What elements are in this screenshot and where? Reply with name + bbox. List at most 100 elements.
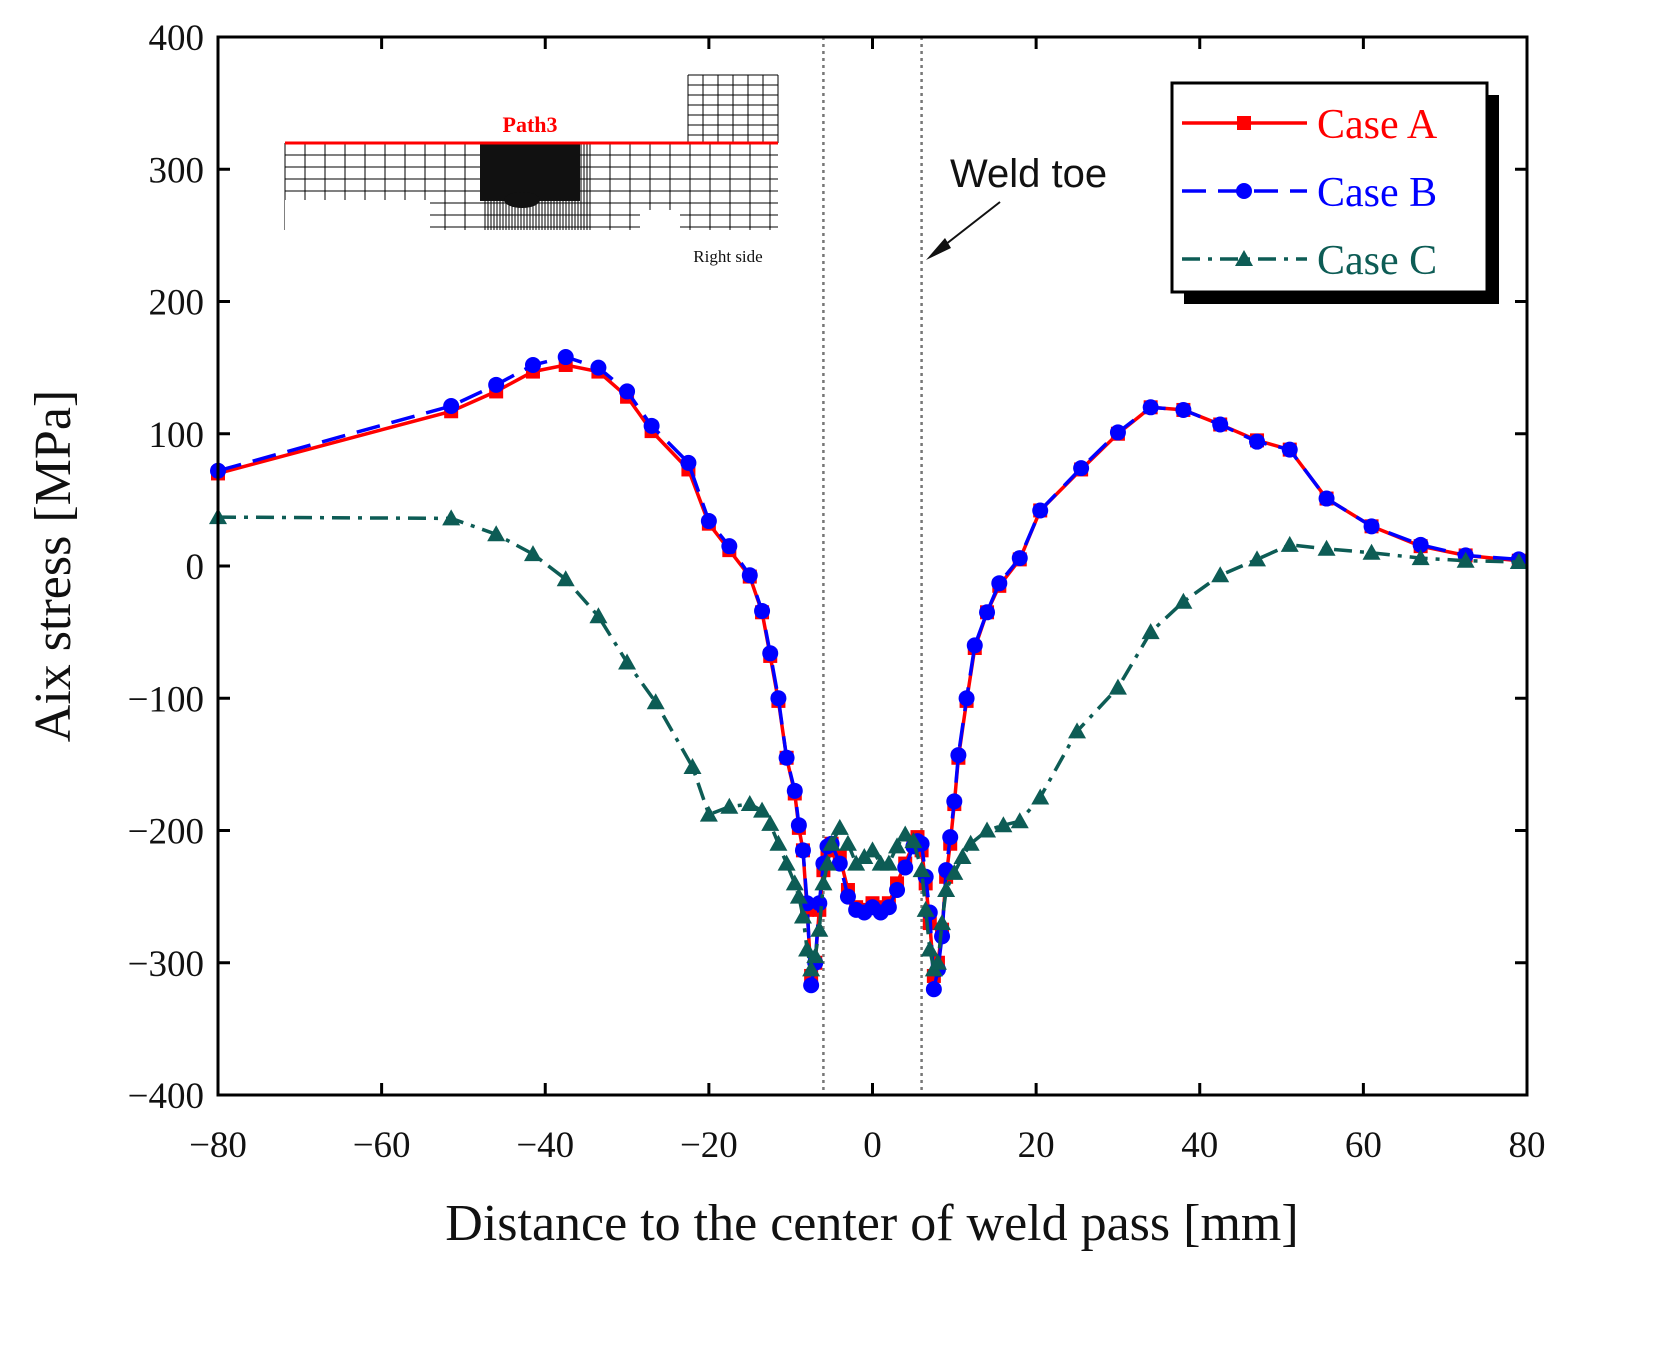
marker (979, 604, 996, 621)
marker (443, 397, 460, 414)
marker (619, 383, 636, 400)
marker (1411, 549, 1430, 566)
marker (680, 454, 697, 471)
marker (1175, 401, 1192, 418)
legend-label: Case A (1317, 102, 1438, 148)
marker (879, 854, 898, 871)
x-tick-label: 0 (863, 1125, 882, 1166)
y-tick-label: 100 (149, 415, 205, 456)
series-line (217, 355, 1519, 990)
marker (803, 977, 820, 994)
marker (1456, 551, 1475, 568)
marker (961, 834, 980, 851)
marker (896, 825, 915, 842)
marker (1412, 536, 1429, 553)
marker (1174, 592, 1193, 609)
marker (646, 693, 665, 710)
marker (953, 847, 972, 864)
marker (753, 801, 772, 818)
marker (928, 953, 947, 970)
marker (1281, 441, 1298, 458)
marker (822, 834, 841, 851)
x-tick-label: 20 (1018, 1125, 1055, 1166)
marker (762, 645, 779, 662)
marker (1011, 550, 1028, 567)
marker (806, 947, 825, 964)
marker (1509, 553, 1528, 570)
marker (721, 538, 738, 555)
marker (720, 797, 739, 814)
marker (789, 887, 808, 904)
marker (590, 359, 607, 376)
mesh-dense (480, 143, 580, 201)
marker (1141, 623, 1160, 640)
marker (524, 356, 541, 373)
marker (589, 607, 608, 624)
marker (933, 914, 952, 931)
marker (740, 795, 759, 812)
marker (794, 842, 811, 859)
marker (1317, 539, 1336, 556)
marker (818, 854, 837, 871)
marker (793, 907, 812, 924)
marker (889, 882, 906, 899)
marker (925, 981, 942, 998)
marker (1211, 566, 1230, 583)
y-tick-label: 200 (149, 283, 205, 324)
marker (699, 805, 718, 822)
marker (863, 841, 882, 858)
marker (556, 570, 575, 587)
plot-frame (216, 35, 1529, 1097)
x-tick-label: 40 (1181, 1125, 1218, 1166)
marker (700, 513, 717, 530)
marker (946, 793, 963, 810)
inset-label: Right side (693, 247, 762, 266)
marker (754, 602, 771, 619)
marker (777, 854, 796, 871)
legend-label: Case B (1317, 170, 1437, 216)
weld-bead (504, 192, 540, 208)
inset: Path3 Right side (284, 74, 779, 266)
marker (1109, 424, 1126, 441)
x-tick-label: 60 (1345, 1125, 1382, 1166)
marker (683, 758, 702, 775)
marker (770, 690, 787, 707)
marker (785, 874, 804, 891)
marker (830, 818, 849, 835)
marker (810, 920, 829, 937)
y-tick-label: −200 (128, 812, 204, 853)
mesh-blank (285, 200, 430, 235)
marker (1032, 502, 1049, 519)
marker (994, 816, 1013, 833)
marker (1235, 250, 1253, 266)
marker (811, 895, 828, 912)
marker (643, 417, 660, 434)
marker (761, 814, 780, 831)
marker (557, 349, 574, 366)
marker (778, 749, 795, 766)
legend (1170, 81, 1489, 294)
marker (523, 545, 542, 562)
marker (897, 859, 914, 876)
marker (1363, 518, 1380, 535)
marker (942, 829, 959, 846)
marker (1073, 460, 1090, 477)
marker (1237, 116, 1251, 130)
marker (769, 834, 788, 851)
marker (798, 940, 817, 957)
marker (950, 747, 967, 764)
marker (904, 832, 923, 849)
marker (916, 900, 935, 917)
marker (1142, 399, 1159, 416)
x-axis-title: Distance to the center of weld pass [mm] (445, 1195, 1298, 1252)
marker (920, 940, 939, 957)
marker (1248, 550, 1267, 567)
marker (831, 855, 848, 872)
mesh-blank (640, 210, 680, 235)
y-tick-label: 300 (149, 150, 205, 191)
marker (945, 863, 964, 880)
marker (880, 899, 897, 916)
x-tick-label: −20 (680, 1125, 738, 1166)
marker (741, 567, 758, 584)
